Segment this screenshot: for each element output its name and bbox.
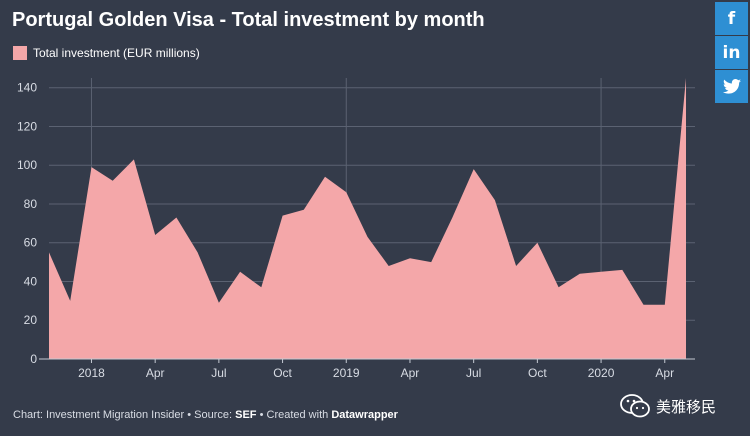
x-tick-label: Jul bbox=[466, 366, 481, 380]
x-tick-label: Oct bbox=[528, 366, 547, 380]
x-tick-label: Apr bbox=[401, 366, 420, 380]
legend: Total investment (EUR millions) bbox=[13, 46, 200, 60]
y-tick-label: 140 bbox=[17, 81, 37, 95]
footer-created-with: • Created with bbox=[256, 409, 332, 421]
y-tick-label: 0 bbox=[30, 352, 37, 366]
x-tick-label: Oct bbox=[273, 366, 292, 380]
x-tick-label: 2018 bbox=[78, 366, 105, 380]
social-share-bar: f in bbox=[715, 2, 748, 103]
watermark-text: 美雅移民 bbox=[656, 398, 717, 416]
x-tick-label: Jul bbox=[211, 366, 226, 380]
y-tick-label: 40 bbox=[24, 274, 38, 288]
y-tick-label: 20 bbox=[24, 313, 38, 327]
footer-tool[interactable]: Datawrapper bbox=[331, 409, 398, 421]
chart-footer: Chart: Investment Migration Insider • So… bbox=[13, 409, 398, 421]
x-tick-label: Apr bbox=[655, 366, 674, 380]
footer-credit: Chart: Investment Migration Insider • So… bbox=[13, 409, 236, 421]
wechat-icon bbox=[620, 394, 650, 418]
chart-title: Portugal Golden Visa - Total investment … bbox=[12, 9, 485, 31]
twitter-icon[interactable] bbox=[715, 70, 748, 103]
y-tick-label: 80 bbox=[24, 197, 38, 211]
investment-area bbox=[49, 78, 686, 359]
linkedin-icon[interactable]: in bbox=[715, 36, 748, 69]
y-tick-label: 100 bbox=[17, 158, 37, 172]
y-tick-label: 120 bbox=[17, 119, 37, 133]
facebook-icon[interactable]: f bbox=[715, 2, 748, 35]
x-tick-label: 2019 bbox=[333, 366, 360, 380]
y-tick-label: 60 bbox=[24, 236, 38, 250]
watermark: 美雅移民 bbox=[620, 393, 716, 419]
twitter-bird-glyph bbox=[722, 79, 741, 94]
x-tick-label: Apr bbox=[146, 366, 165, 380]
legend-label: Total investment (EUR millions) bbox=[33, 46, 200, 60]
x-tick-label: 2020 bbox=[588, 366, 615, 380]
footer-source[interactable]: SEF bbox=[235, 409, 257, 421]
legend-swatch bbox=[13, 46, 27, 60]
